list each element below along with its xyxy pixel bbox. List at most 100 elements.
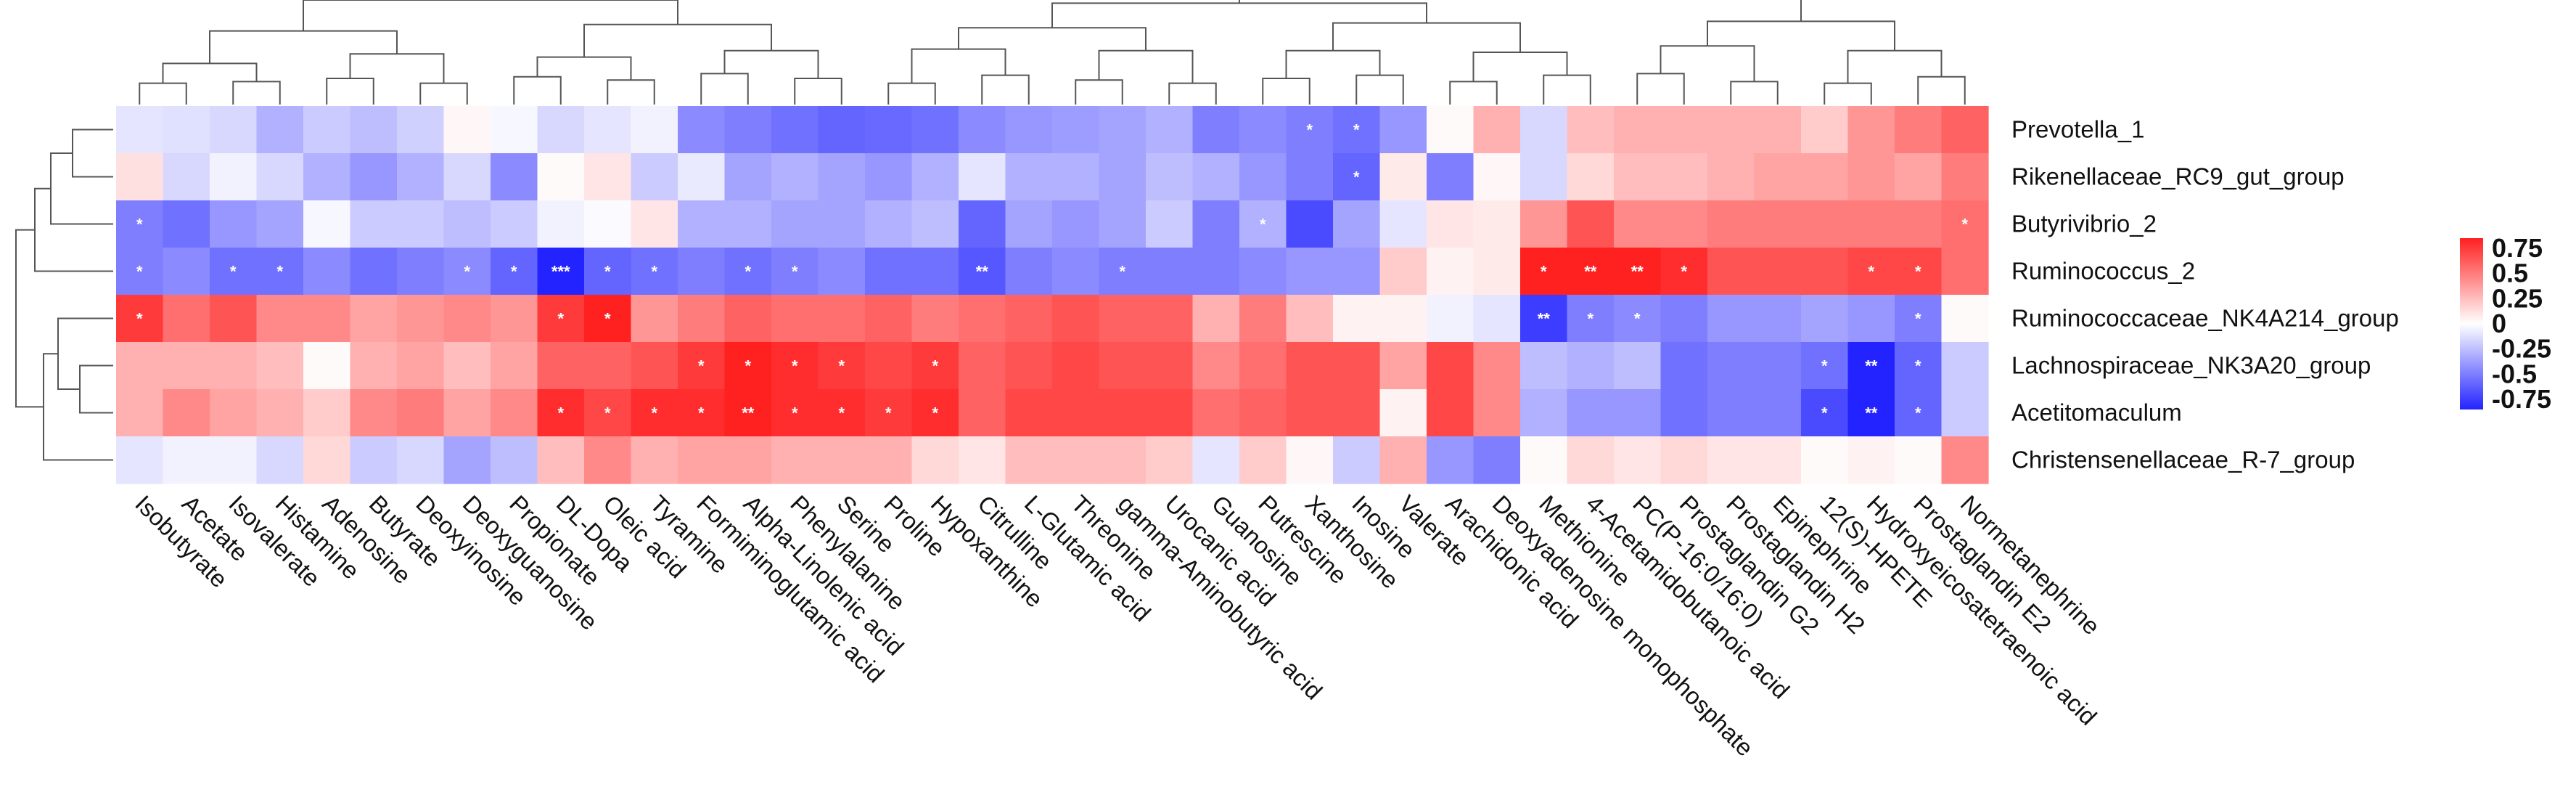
- heatmap-cell: [1801, 248, 1849, 296]
- heatmap-cell: [1333, 106, 1381, 154]
- heatmap-cell: [911, 200, 959, 248]
- heatmap-cell: [1520, 436, 1568, 484]
- heatmap-cell: [865, 436, 913, 484]
- heatmap-cell: [1614, 106, 1662, 154]
- significance-marker: *: [1541, 263, 1547, 281]
- dendrogram-branch: [162, 62, 258, 83]
- dendrogram-branch: [1285, 49, 1381, 78]
- heatmap-cell: [1754, 200, 1802, 248]
- heatmap-cell: [256, 342, 304, 390]
- heatmap-cell: [1239, 153, 1287, 201]
- significance-marker: *: [1961, 216, 1968, 234]
- dendrogram-branch: [1332, 22, 1521, 52]
- heatmap-cell: [771, 200, 819, 248]
- heatmap-cell: [1099, 106, 1147, 154]
- dendrogram-branch: [607, 79, 655, 105]
- dendrogram-branch: [79, 364, 113, 414]
- heatmap-cell: [210, 248, 258, 296]
- heatmap-cell: [818, 153, 866, 201]
- heatmap-cell: [397, 248, 445, 296]
- significance-marker: *: [1915, 357, 1921, 375]
- heatmap-cell: [1239, 106, 1287, 154]
- heatmap-cell: [1520, 248, 1568, 296]
- dendrogram-branch: [583, 23, 772, 57]
- significance-marker: *: [1634, 310, 1641, 328]
- heatmap-cell: [1333, 295, 1381, 343]
- heatmap-cell: [1614, 248, 1662, 296]
- heatmap-cell: [1379, 106, 1427, 154]
- dendrogram-branch: [232, 81, 281, 105]
- heatmap-cell: [256, 153, 304, 201]
- heatmap-cell: [1473, 295, 1521, 343]
- heatmap-cell: [1005, 295, 1053, 343]
- significance-marker: **: [1865, 357, 1878, 375]
- heatmap-cell: [1146, 436, 1194, 484]
- column-labels: IsobutyrateAcetateIsovalerateHistamineAd…: [130, 490, 2105, 762]
- heatmap-cell: [959, 389, 1006, 437]
- heatmap-cell: [1707, 342, 1755, 390]
- heatmap-cell: [303, 389, 351, 437]
- heatmap-cell: [256, 295, 304, 343]
- heatmap-cell: [1379, 389, 1427, 437]
- dendrogram-branch: [1636, 73, 1685, 105]
- significance-marker: *: [276, 263, 283, 281]
- significance-marker: *: [1681, 263, 1687, 281]
- heatmap-cell: [1427, 153, 1474, 201]
- heatmap-cell: [959, 436, 1006, 484]
- heatmap-cell: [1239, 436, 1287, 484]
- heatmap-cell: [443, 342, 491, 390]
- heatmap-cell: [1520, 153, 1568, 201]
- row-label: Prevotella_1: [2011, 116, 2144, 143]
- heatmap-cell: [724, 106, 772, 154]
- heatmap-cell: [1286, 200, 1334, 248]
- heatmap-cell: [1707, 436, 1755, 484]
- heatmap-cell: [1895, 342, 1943, 390]
- significance-marker: *: [698, 404, 705, 423]
- heatmap-cell: [537, 106, 585, 154]
- heatmap-cell: [397, 295, 445, 343]
- heatmap-cell: [537, 153, 585, 201]
- heatmap-cell: [1941, 200, 1989, 248]
- heatmap-cell: [116, 106, 164, 154]
- heatmap-cell: [1801, 342, 1849, 390]
- significance-marker: *: [1821, 404, 1828, 423]
- heatmap-cell: [1847, 153, 1895, 201]
- heatmap-cell: [1567, 153, 1615, 201]
- heatmap-cell: [1333, 200, 1381, 248]
- row-labels: Prevotella_1 Rikenellaceae_RC9_gut_group B…: [2011, 116, 2399, 473]
- heatmap-cell: [1099, 200, 1147, 248]
- heatmap-cell: [350, 200, 398, 248]
- heatmap-cell: [1660, 153, 1708, 201]
- heatmap-cell: [584, 295, 632, 343]
- heatmap-cell: [256, 248, 304, 296]
- heatmap-cell: [1941, 106, 1989, 154]
- heatmap-cell: [1286, 342, 1334, 390]
- heatmap-cell: [350, 106, 398, 154]
- significance-marker: *: [604, 263, 611, 281]
- heatmap-cell: [584, 342, 632, 390]
- heatmap-cell: [818, 295, 866, 343]
- heatmap-cell: [1941, 248, 1989, 296]
- significance-marker: *: [1915, 404, 1921, 423]
- heatmap-cell: [911, 248, 959, 296]
- dendrogram-branch: [911, 48, 1006, 83]
- heatmap-cell: [1239, 200, 1287, 248]
- significance-marker: *: [1306, 121, 1313, 139]
- heatmap-cell: [911, 106, 959, 154]
- heatmap-cell: [163, 153, 210, 201]
- heatmap-cell: [256, 106, 304, 154]
- significance-marker: *: [792, 263, 798, 281]
- heatmap-cell: [1895, 295, 1943, 343]
- heatmap-cell: [210, 295, 258, 343]
- dendrogram-branch: [419, 82, 468, 105]
- heatmap-cell: [771, 153, 819, 201]
- significance-marker: *: [792, 404, 798, 423]
- heatmap-cell: [1847, 342, 1895, 390]
- heatmap-cell: [443, 106, 491, 154]
- significance-marker: *: [838, 404, 845, 423]
- legend-tick-label: 0: [2492, 309, 2506, 338]
- significance-marker: *: [885, 404, 892, 423]
- heatmap-cell: [1567, 342, 1615, 390]
- dendrogram-branch: [1051, 2, 1427, 28]
